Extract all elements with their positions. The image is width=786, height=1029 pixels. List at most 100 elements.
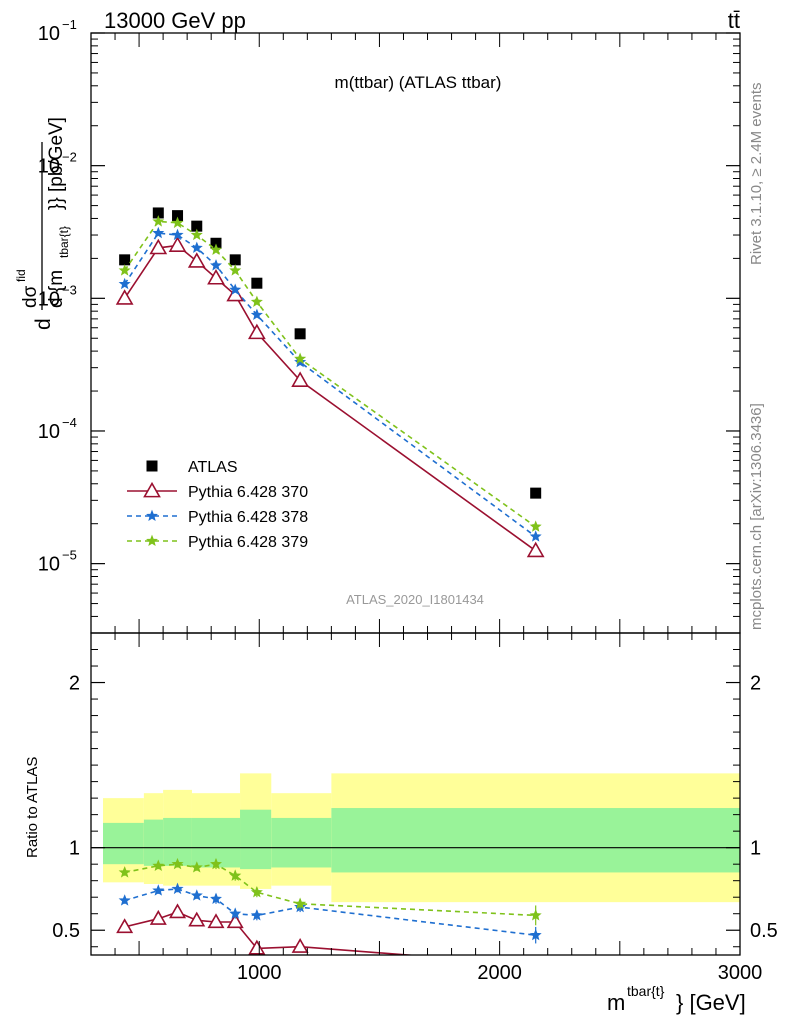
main-data-point: [247, 323, 266, 340]
channel-label: tt̄: [728, 8, 740, 33]
main-series-line: [124, 220, 537, 528]
ratio-axis-ticks: 0.5 0.5 1 1 2 2 1000 2000 3000: [52, 633, 778, 984]
process-label: 13000 GeV pp: [104, 8, 246, 33]
main-data-point: [207, 269, 225, 285]
ratio-ytick-label: 2: [69, 673, 80, 695]
main-data-point: [526, 541, 545, 558]
ratio-data-point: [210, 892, 222, 904]
ratio-data-point: [169, 903, 187, 919]
main-data-point: [168, 236, 187, 252]
ratio-ytick-label-right: 1: [750, 838, 761, 860]
ratio-series-0: [116, 903, 543, 970]
main-data-point: [210, 237, 222, 249]
ratio-band-green: [240, 809, 272, 870]
legend-marker: [146, 509, 158, 522]
ratio-frame: [90, 632, 741, 956]
ylabel-denominator: d {m: [46, 270, 67, 308]
main-ytick-label-base: 10: [38, 554, 60, 576]
ratio-ytick-label-right: 0.5: [750, 920, 778, 942]
main-data-point: [118, 277, 131, 290]
main-ytick-label-exp: −5: [62, 548, 77, 563]
main-data-point: [294, 355, 307, 368]
ratio-data-point: [188, 911, 206, 927]
main-data-point: [115, 289, 134, 305]
main-data-point: [229, 283, 242, 295]
ratio-data-point: [190, 889, 203, 901]
ratio-data-point: [190, 861, 203, 873]
legend-item: Pythia 6.428 379: [127, 534, 308, 551]
main-data-point: [191, 220, 203, 232]
mcplots-label: mcplots.cern.ch [arXiv:1306.3436]: [748, 403, 765, 630]
main-data-point: [250, 308, 263, 320]
ylabel-denominator-sub: tbar{t}: [57, 226, 71, 258]
ratio-data-point: [250, 909, 263, 921]
legend-item: ATLAS: [146, 459, 238, 476]
ratio-series-layer: [116, 857, 543, 970]
legend-marker: [143, 481, 161, 498]
ratio-data-point: [207, 913, 225, 929]
ylabel-numerator-sup: fid: [14, 269, 28, 282]
ratio-panel: 0.5 0.5 1 1 2 2 1000 2000 3000 Ratio to ATLAS m …: [24, 632, 778, 1015]
ratio-band-green: [103, 822, 144, 865]
main-data-point: [294, 352, 307, 364]
main-data-point: [229, 264, 242, 276]
main-ytick-label-exp: −4: [62, 415, 77, 430]
ratio-band-green: [163, 817, 192, 866]
main-data-point: [291, 371, 310, 387]
main-panel: 10−510−410−310−210−1 m(ttbar) (ATLAS ttb…: [14, 17, 741, 634]
ratio-data-point: [529, 928, 542, 941]
main-data-point: [152, 215, 165, 227]
main-data-point: [229, 254, 241, 266]
main-data-point: [152, 207, 164, 219]
main-data-point: [210, 259, 222, 271]
main-data-point: [250, 295, 263, 307]
ratio-data-point: [116, 918, 134, 934]
xtick-label: 2000: [477, 962, 522, 984]
main-data-point: [171, 228, 184, 241]
xlabel-sup: tbar{t}: [627, 983, 665, 999]
ratio-data-point: [152, 859, 165, 871]
x-axis-label: m tbar{t} } [GeV]: [607, 983, 746, 1015]
ratio-data-point: [291, 938, 309, 953]
main-data-point: [529, 530, 542, 542]
main-data-point: [118, 264, 131, 276]
ratio-y-axis-label: Ratio to ATLAS: [24, 757, 41, 858]
ratio-series-1: [118, 882, 542, 944]
xtick-label: 3000: [718, 962, 763, 984]
legend: ATLAS Pythia 6.428 370 Pythia 6.428 378 Pyt…: [127, 459, 308, 551]
main-ytick-label-base: 10: [38, 288, 60, 310]
main-data-point: [294, 328, 306, 340]
ratio-data-point: [529, 958, 543, 970]
main-data-point: [529, 520, 542, 532]
ratio-data-point: [229, 869, 242, 881]
ylabel-numerator: dσ: [20, 285, 41, 308]
legend-label: Pythia 6.428 379: [188, 534, 308, 551]
ratio-band-green: [331, 808, 740, 873]
ratio-data-point: [118, 866, 131, 878]
ylabel-denominator-tail: }} [pb/GeV]: [46, 117, 67, 210]
legend-label: Pythia 6.428 370: [188, 484, 308, 501]
main-data-point: [210, 243, 222, 255]
main-series-3: [118, 215, 542, 532]
ratio-data-point: [229, 907, 242, 919]
main-ytick-label-exp: −1: [62, 17, 77, 32]
ratio-band-green: [271, 817, 332, 868]
main-ytick-label-exp: −2: [62, 150, 77, 165]
main-title: m(ttbar) (ATLAS ttbar): [335, 73, 502, 92]
main-data-point: [190, 228, 203, 241]
ratio-data-point: [250, 886, 263, 898]
main-data-point: [251, 277, 263, 289]
ratio-ytick-label: 0.5: [52, 920, 80, 942]
main-series-line: [124, 244, 537, 552]
main-series-1: [115, 236, 545, 558]
main-data-point: [171, 216, 184, 229]
main-data-point: [119, 254, 131, 266]
ratio-data-point: [529, 909, 542, 921]
ratio-series-line: [124, 911, 418, 955]
ratio-data-point: [152, 884, 165, 896]
ratio-series-2: [118, 857, 542, 926]
ratio-data-point: [149, 909, 167, 925]
main-series-2: [118, 226, 542, 542]
ratio-data-point: [171, 882, 184, 895]
